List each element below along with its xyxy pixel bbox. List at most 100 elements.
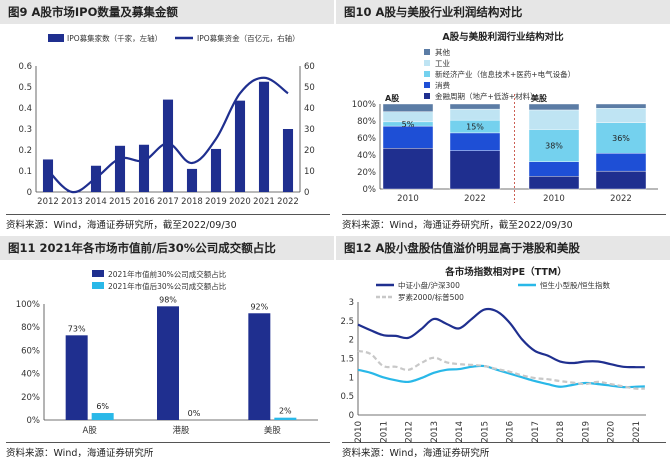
legend-swatch xyxy=(424,82,430,88)
y-tick-label: 40% xyxy=(357,151,376,161)
bar-ipo-count xyxy=(42,159,54,192)
y-left-tick-label: 0.3 xyxy=(18,125,32,135)
y-tick-label: 20% xyxy=(357,168,376,178)
x-tick-label: 2016 xyxy=(133,197,155,207)
x-tick-label: 美股 xyxy=(264,425,282,436)
y-right-tick-label: 10 xyxy=(304,167,315,177)
panel-source: 资料来源：Wind，海通证券研究所，截至2022/09/30 xyxy=(6,214,330,231)
y-right-tick-label: 30 xyxy=(304,125,315,135)
bar xyxy=(91,413,114,420)
legend-label: 2021年市值后30%公司成交额占比 xyxy=(108,281,227,291)
legend-label-ipo-funds: IPO募集资金（百亿元，右轴） xyxy=(197,33,300,43)
bar-segment xyxy=(595,153,647,172)
group-label: A股 xyxy=(385,93,399,103)
bar-ipo-count xyxy=(210,148,222,192)
bar-data-label: 73% xyxy=(68,324,86,333)
x-tick-label: 2017 xyxy=(531,421,541,443)
bar-segment xyxy=(595,103,647,109)
bar-data-label: 38% xyxy=(545,142,563,151)
panel-title: 图10 A股与美股行业利润结构对比 xyxy=(336,0,670,24)
legend-swatch-ipo-count xyxy=(48,34,64,42)
series-line xyxy=(357,364,645,389)
bar-segment xyxy=(382,103,434,112)
x-tick-label: 2020 xyxy=(229,197,251,207)
panel-turnover: 图11 2021年各市场市值前/后30%公司成交额占比 2021年市值前30%公… xyxy=(0,236,334,463)
bar-data-label: 0% xyxy=(188,409,201,418)
legend-swatch xyxy=(424,71,430,77)
y-tick-label: 80% xyxy=(21,323,40,333)
bar-data-label: 92% xyxy=(250,302,268,311)
x-tick-label: 2019 xyxy=(205,197,227,207)
x-tick-label: 2013 xyxy=(61,197,83,207)
y-tick-label: 1 xyxy=(349,373,354,383)
bar-data-label: 2% xyxy=(279,407,292,416)
bar-data-label: 5% xyxy=(402,120,415,129)
y-tick-label: 100% xyxy=(352,100,376,110)
y-right-tick-label: 40 xyxy=(304,104,315,114)
profit-structure-chart: A股与美股利润行业结构对比其他工业新经济产业（信息技术+医药+电气设备）消费金融… xyxy=(352,31,658,204)
bar-segment xyxy=(595,108,647,123)
x-tick-label: 2017 xyxy=(157,197,179,207)
y-tick-label: 40% xyxy=(21,370,40,380)
bar-segment xyxy=(382,125,434,149)
x-tick-label: 2021 xyxy=(253,197,275,207)
panel-source: 资料来源：Wind，海通证券研究所，截至2022/09/30 xyxy=(342,214,666,231)
x-tick-label: 2010 xyxy=(543,194,565,204)
bar-segment xyxy=(528,129,580,162)
y-left-tick-label: 0.6 xyxy=(18,62,32,72)
y-tick-label: 2.5 xyxy=(340,317,354,327)
series-line xyxy=(357,349,645,390)
legend-label: 消费 xyxy=(435,80,450,90)
panel-title: 图11 2021年各市场市值前/后30%公司成交额占比 xyxy=(0,236,334,260)
bar xyxy=(248,313,271,420)
y-tick-label: 0% xyxy=(27,416,41,426)
legend-label: 其他 xyxy=(435,47,450,57)
bar-segment xyxy=(449,132,501,151)
x-tick-label: 2010 xyxy=(354,421,364,443)
series-line xyxy=(357,307,645,369)
bar-data-label: 6% xyxy=(96,402,109,411)
y-tick-label: 60% xyxy=(357,134,376,144)
bar-segment xyxy=(595,170,647,190)
y-left-tick-label: 0 xyxy=(27,188,32,198)
x-tick-label: 2022 xyxy=(610,194,632,204)
legend-label: 罗素2000/标普500 xyxy=(398,292,464,302)
x-tick-label: 2015 xyxy=(109,197,131,207)
bar-ipo-count xyxy=(138,144,150,192)
legend-label: 工业 xyxy=(435,58,450,68)
x-tick-label: 2013 xyxy=(430,421,440,443)
x-tick-label: 2012 xyxy=(405,421,415,443)
legend-label: 新经济产业（信息技术+医药+电气设备） xyxy=(435,69,575,79)
ipo-chart: IPO募集家数（千家，左轴） IPO募集资金（百亿元，右轴） 0 0.1 0.2 0.3 0… xyxy=(18,33,315,207)
x-tick-label: 2015 xyxy=(480,421,490,443)
y-tick-label: 0% xyxy=(363,185,377,195)
x-tick-label: 2016 xyxy=(506,421,516,443)
x-tick-label: 港股 xyxy=(172,425,190,436)
x-tick-label: 2018 xyxy=(181,197,203,207)
y-tick-label: 80% xyxy=(357,117,376,127)
y-tick-label: 100% xyxy=(16,300,40,310)
x-tick-label: 2020 xyxy=(607,421,617,443)
group-label: 美股 xyxy=(531,93,547,103)
turnover-chart: 2021年市值前30%公司成交额占比 2021年市值后30%公司成交额占比 0% 20… xyxy=(16,269,318,436)
x-tick-label: A股 xyxy=(83,426,98,436)
x-tick-label: 2014 xyxy=(85,197,107,207)
y-tick-label: 1.5 xyxy=(340,355,354,365)
bar xyxy=(157,306,179,420)
legend-swatch xyxy=(92,270,104,277)
y-tick-label: 2 xyxy=(349,336,354,346)
x-tick-label: 2012 xyxy=(37,197,59,207)
bar-ipo-count xyxy=(162,99,174,192)
x-tick-label: 2021 xyxy=(632,421,642,443)
legend-swatch xyxy=(424,49,430,55)
x-tick-label: 2022 xyxy=(277,197,299,207)
chart-title: 各市场指数相对PE（TTM） xyxy=(444,266,567,278)
bar-data-label: 15% xyxy=(466,123,484,132)
bar-ipo-count xyxy=(282,129,294,192)
y-right-tick-label: 20 xyxy=(304,146,315,156)
x-tick-label: 2018 xyxy=(556,421,566,443)
y-right-tick-label: 50 xyxy=(304,83,315,93)
y-left-tick-label: 0.5 xyxy=(18,83,32,93)
x-tick-label: 2011 xyxy=(379,421,389,443)
bar-segment xyxy=(449,150,501,190)
